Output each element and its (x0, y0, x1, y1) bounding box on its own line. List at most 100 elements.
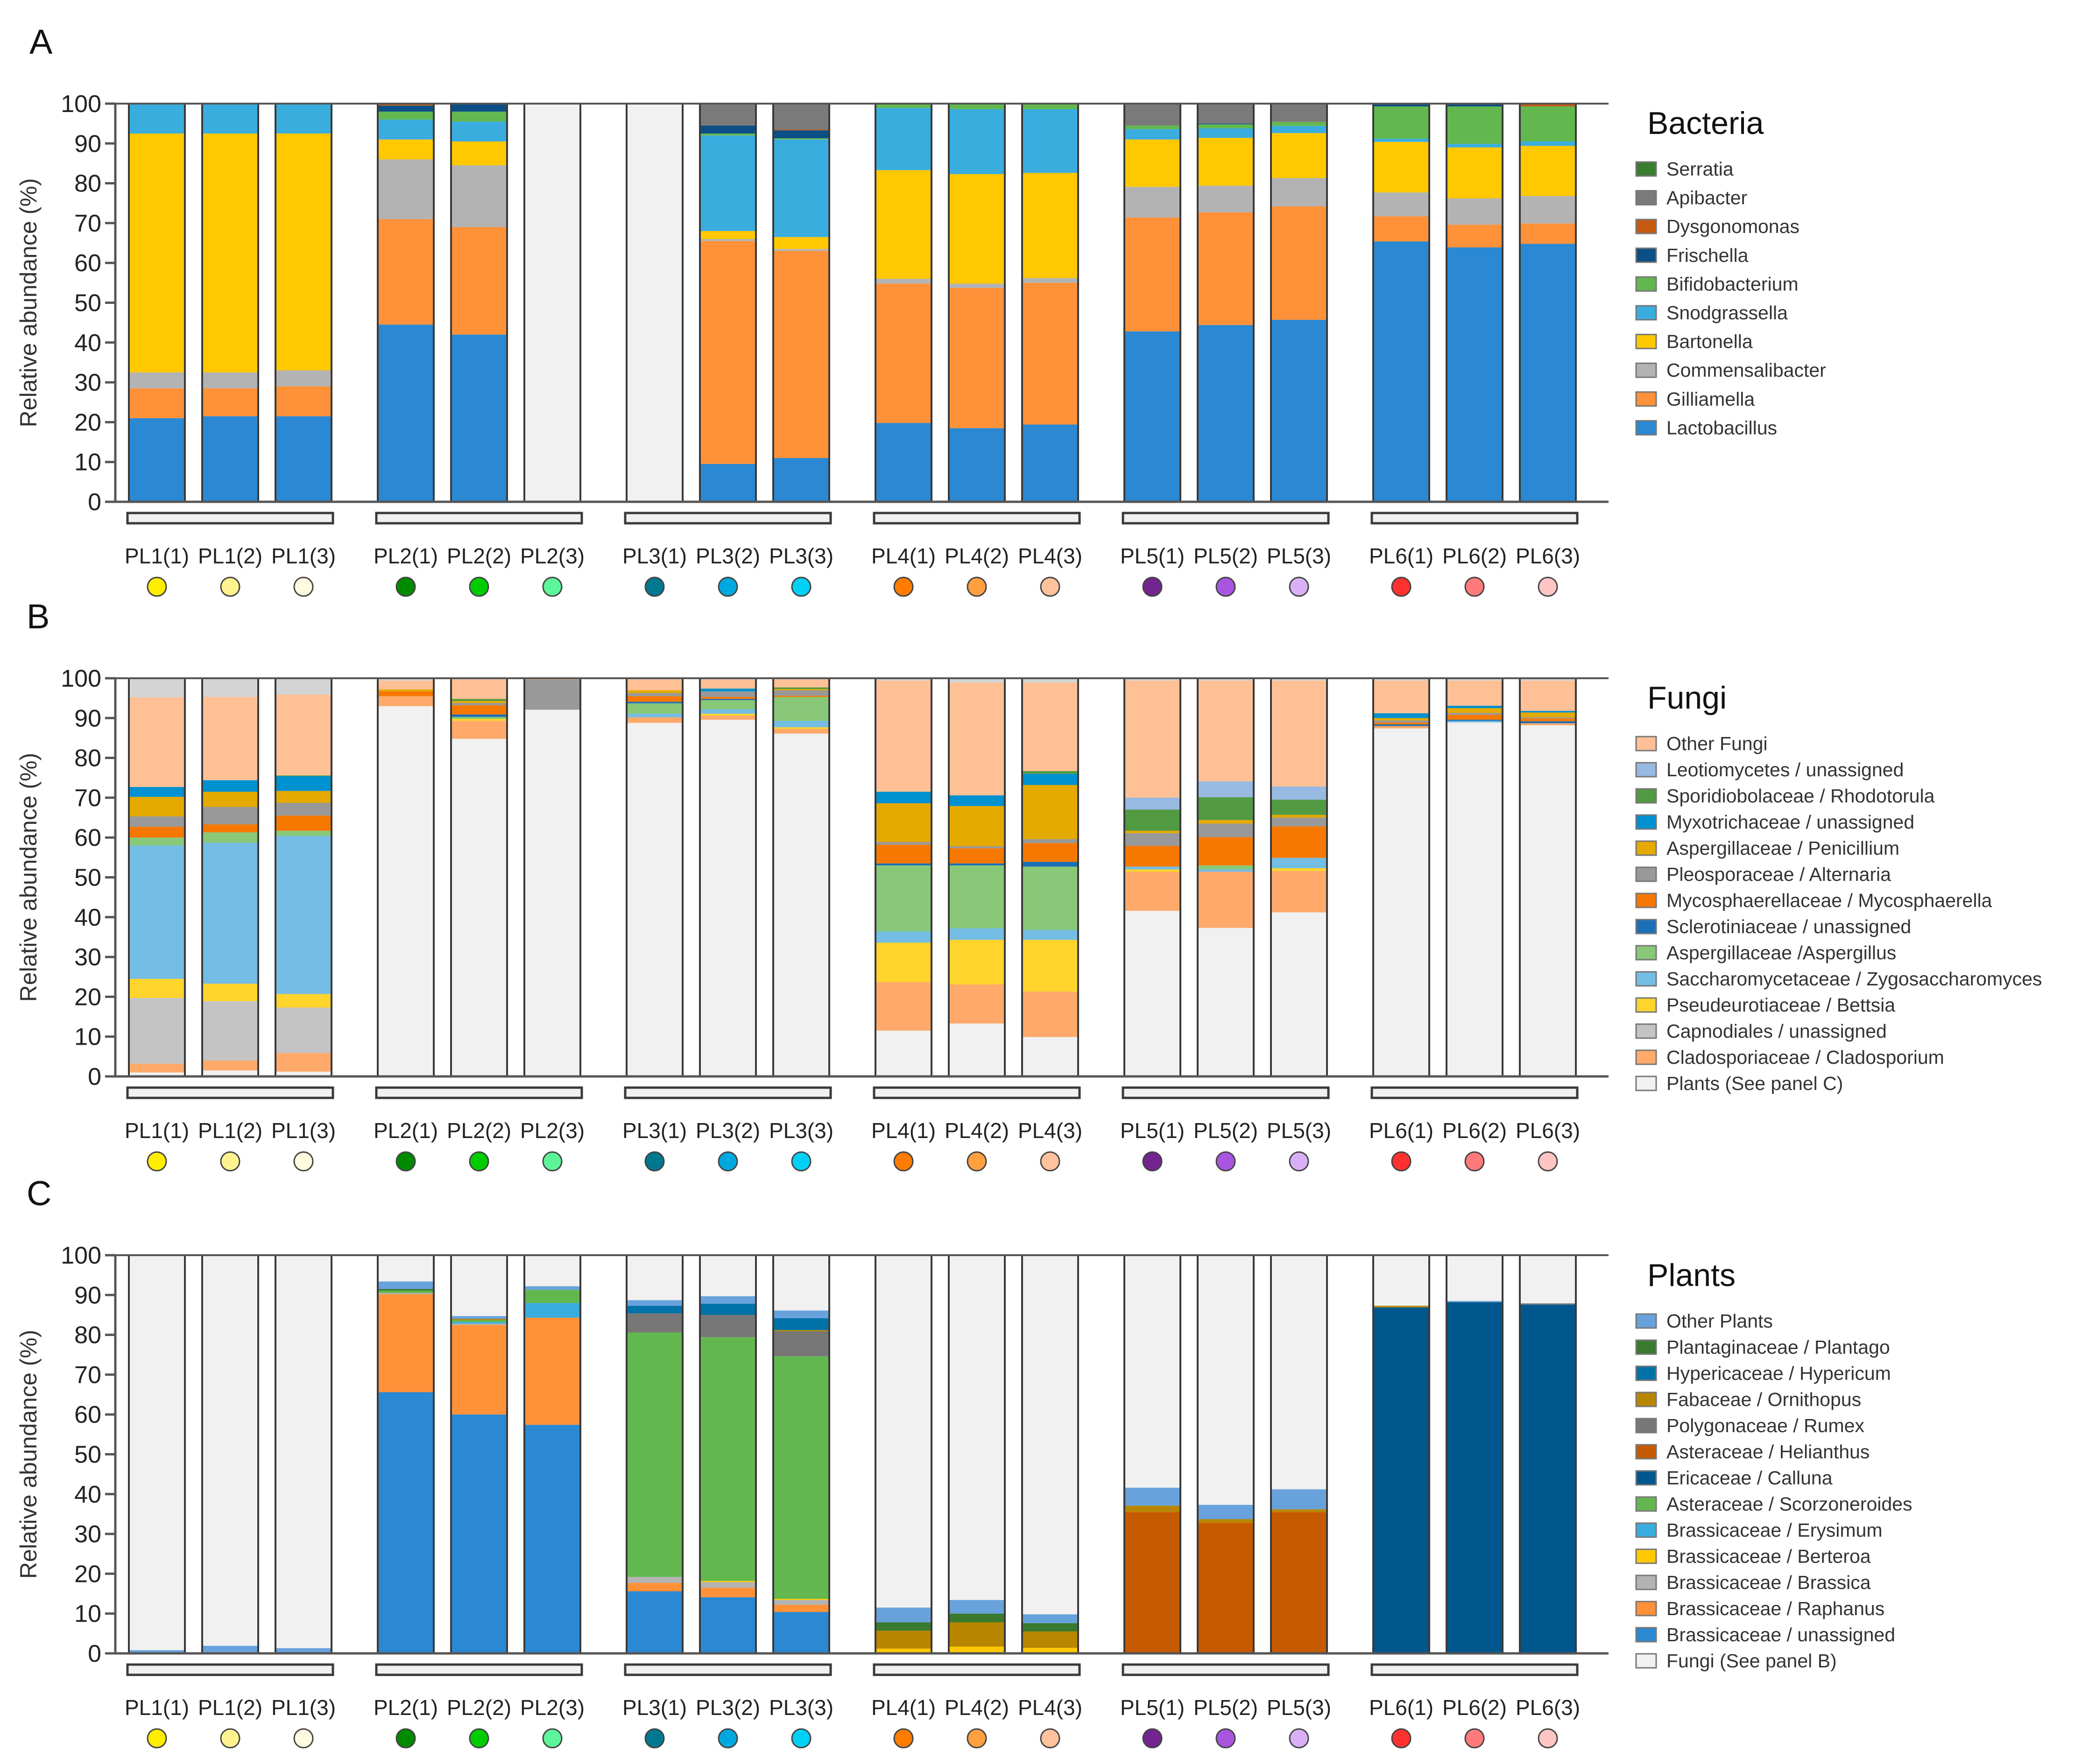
bar-segment (524, 1317, 580, 1425)
bar-segment (378, 219, 434, 325)
bar-segment (1373, 216, 1429, 242)
bar-segment (451, 1322, 507, 1324)
bar-segment (378, 681, 434, 689)
sample-label: PL2(3) (520, 1118, 585, 1143)
bar-PL2(2) (450, 1254, 508, 1654)
sample-label: PL5(3) (1267, 544, 1331, 568)
bar-segment (1520, 725, 1576, 1076)
bar-segment (378, 324, 434, 502)
bar-PL4(3) (1021, 677, 1079, 1077)
bar-segment (1198, 820, 1254, 824)
bar-segment (875, 104, 932, 108)
bar-segment (524, 679, 580, 710)
legend-swatch (1635, 1444, 1657, 1460)
bar-segment (773, 130, 829, 139)
bar-segment (1198, 185, 1254, 212)
bar-segment (700, 464, 756, 502)
bar-segment (1198, 123, 1254, 125)
bar-segment (1022, 1623, 1078, 1632)
sample-label: PL3(3) (769, 544, 833, 568)
bar-segment (129, 388, 185, 418)
sample-label: PL6(1) (1369, 544, 1433, 568)
bar-PL3(1) (626, 677, 684, 1077)
bar-segment (1373, 139, 1429, 142)
bar-segment (700, 700, 756, 710)
sample-color-dot (1289, 1728, 1309, 1749)
legend-swatch (1635, 1574, 1657, 1590)
bar-segment (949, 283, 1005, 288)
bar-segment (773, 729, 829, 734)
bar-segment (773, 1600, 829, 1605)
legend-swatch (1635, 788, 1657, 804)
bar-segment (1447, 1301, 1503, 1302)
sample-color-dot (147, 576, 167, 597)
bar-segment (202, 843, 258, 984)
bar-segment (875, 1607, 932, 1623)
sample-label: PL2(2) (447, 1118, 511, 1143)
bar-segment (949, 174, 1005, 284)
bar-segment (1447, 713, 1503, 715)
bar-PL4(2) (948, 677, 1006, 1077)
bar-segment (627, 1332, 683, 1577)
bar-segment (949, 1646, 1005, 1653)
bar-segment (1447, 1302, 1503, 1653)
bar-segment (1022, 173, 1078, 278)
bar-segment (378, 1290, 434, 1293)
y-tick-label: 60 (74, 1401, 101, 1428)
bar-segment (773, 1612, 829, 1653)
bar-segment (378, 691, 434, 696)
bar-segment (129, 845, 185, 979)
bar-remainder (275, 1255, 332, 1653)
sample-label: PL1(1) (125, 544, 189, 568)
y-tick-label: 90 (74, 130, 101, 157)
bar-segment (129, 1650, 185, 1653)
y-tick-label: 30 (74, 369, 101, 396)
bar-segment (1022, 282, 1078, 425)
bar-segment (1520, 721, 1576, 724)
legend-swatch (1635, 1313, 1657, 1329)
bar-PL2(1) (377, 103, 435, 503)
bar-remainder (524, 104, 580, 502)
sample-color-dot (220, 1728, 240, 1749)
legend-item: Hypericaceae / Hypericum (1666, 1363, 1891, 1384)
legend-swatch (1635, 1075, 1657, 1091)
bar-segment (1198, 212, 1254, 325)
legend-swatch (1635, 945, 1657, 961)
bar-segment (1124, 331, 1180, 502)
panel-b: B PL1(1) PL1(2) PL1(3) PL2(1) PL2(2) PL2(3) PL3… (15, 597, 2042, 1172)
legend-swatch (1635, 1418, 1657, 1434)
bar-segment (451, 334, 507, 502)
bar-segment (1124, 1512, 1180, 1653)
sample-color-dot (1215, 576, 1236, 597)
sample-color-dot (395, 576, 416, 597)
sample-color-dot (644, 1151, 665, 1172)
bar-segment (627, 1577, 683, 1583)
bar-segment (1373, 713, 1429, 718)
sample-label: PL4(2) (945, 1118, 1009, 1143)
bar-segment (627, 1583, 683, 1591)
bar-segment (773, 251, 829, 458)
bar-segment (129, 133, 185, 372)
bar-segment (1198, 869, 1254, 872)
sample-color-dot (893, 1728, 914, 1749)
bar-PL3(1) (626, 103, 684, 503)
sample-color-dot (791, 576, 812, 597)
y-tick-label: 80 (74, 1322, 101, 1349)
legend-title: Fungi (1647, 680, 1727, 716)
sample-color-dot (1215, 1728, 1236, 1749)
bar-segment (1271, 681, 1327, 787)
y-tick-label: 90 (74, 1282, 101, 1309)
bar-segment (1447, 104, 1503, 106)
sample-color-dot (469, 576, 489, 597)
bar-segment (275, 133, 332, 371)
bar-segment (451, 738, 507, 1076)
bar-segment (202, 388, 258, 416)
bar-segment (1271, 1512, 1327, 1653)
bar-segment (378, 139, 434, 160)
bar-PL5(2) (1197, 103, 1255, 503)
bar-segment (1022, 773, 1078, 785)
bar-PL5(3) (1270, 103, 1328, 503)
bar-segment (202, 372, 258, 388)
bar-segment (949, 1622, 1005, 1647)
